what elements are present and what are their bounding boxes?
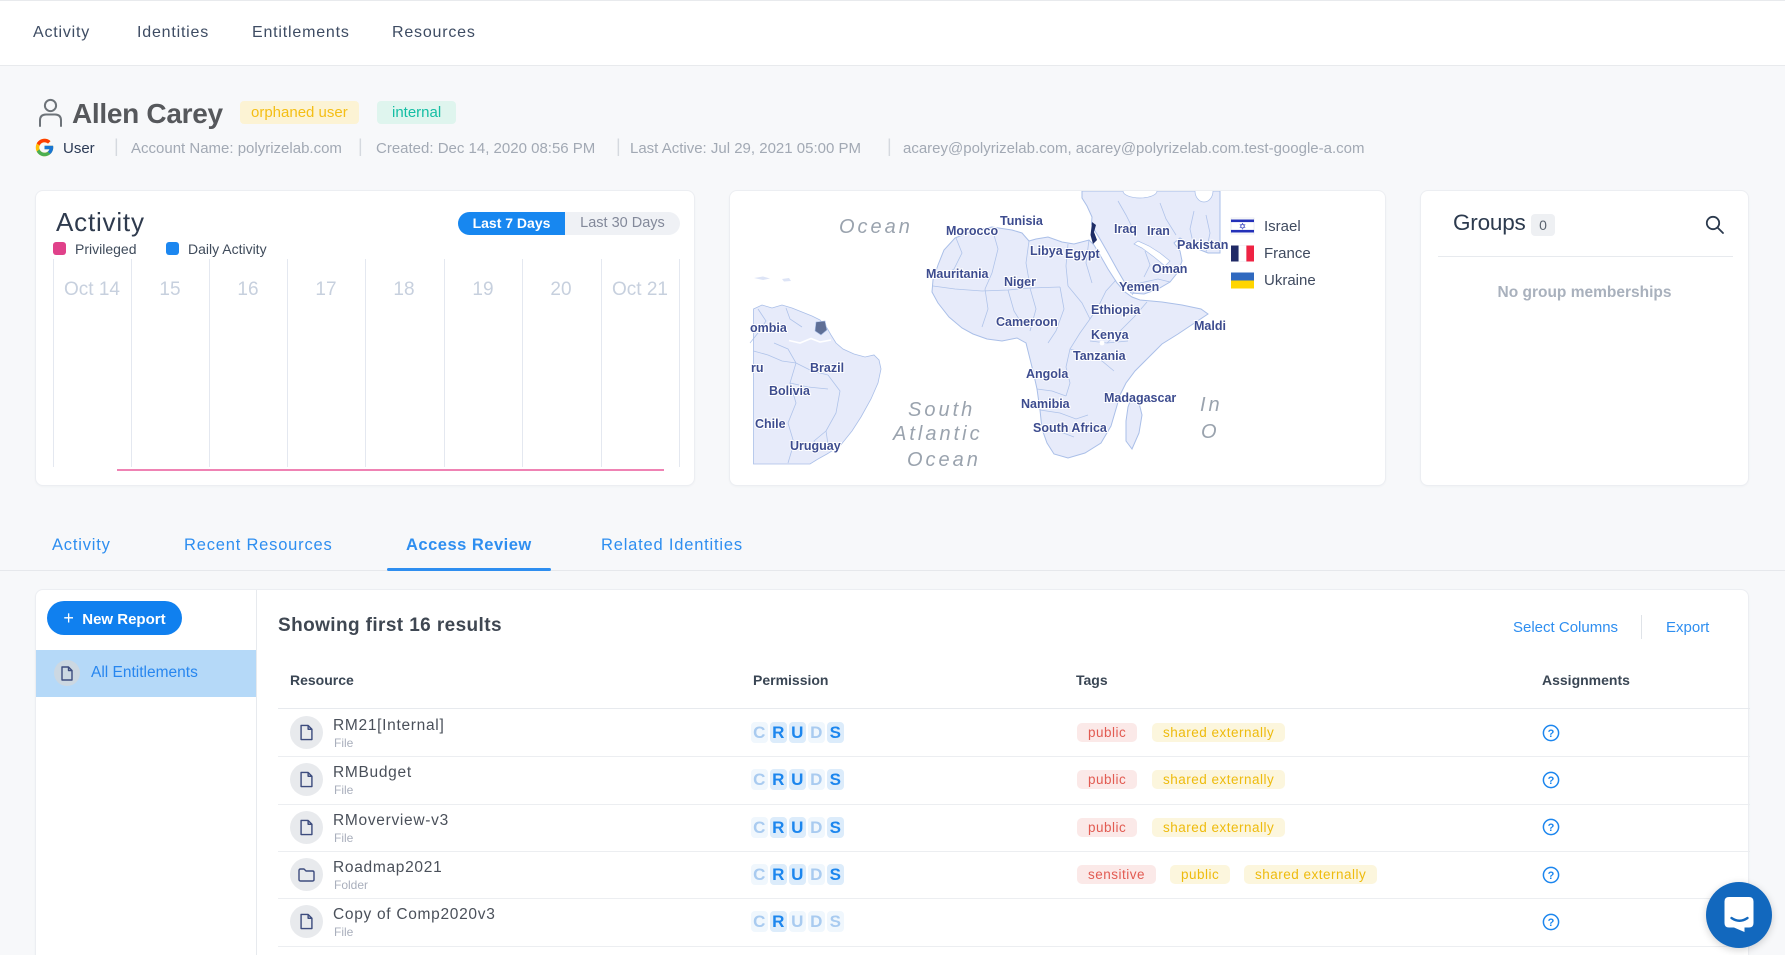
svg-text:Niger: Niger — [1004, 275, 1036, 289]
svg-text:20: 20 — [550, 279, 571, 300]
svg-text:South Africa: South Africa — [1033, 421, 1108, 435]
svg-text:15: 15 — [159, 279, 180, 300]
svg-text:Maldi: Maldi — [1194, 319, 1226, 333]
svg-text:✡: ✡ — [1239, 222, 1247, 232]
svg-text:18: 18 — [393, 279, 414, 300]
svg-text:Egypt: Egypt — [1065, 247, 1101, 261]
svg-text:?: ? — [1548, 917, 1555, 929]
svg-text:?: ? — [1548, 870, 1555, 882]
svg-text:France: France — [1264, 245, 1311, 262]
svg-text:Madagascar: Madagascar — [1104, 391, 1176, 405]
svg-text:Namibia: Namibia — [1021, 397, 1071, 411]
svg-text:17: 17 — [315, 279, 336, 300]
svg-text:16: 16 — [237, 279, 258, 300]
svg-text:ombia: ombia — [750, 321, 788, 335]
svg-text:Ethiopia: Ethiopia — [1091, 303, 1141, 317]
svg-text:?: ? — [1548, 728, 1555, 740]
svg-text:Mauritania: Mauritania — [926, 267, 990, 281]
svg-text:Angola: Angola — [1026, 367, 1069, 381]
svg-text:Ocean: Ocean — [907, 449, 981, 471]
svg-text:Iraq: Iraq — [1114, 222, 1137, 236]
svg-text:Tanzania: Tanzania — [1073, 349, 1127, 363]
svg-text:Pakistan: Pakistan — [1177, 238, 1228, 252]
svg-text:South: South — [908, 399, 975, 421]
svg-text:?: ? — [1548, 775, 1555, 787]
svg-text:O: O — [1201, 421, 1220, 443]
svg-text:19: 19 — [472, 279, 493, 300]
svg-text:Uruguay: Uruguay — [790, 439, 841, 453]
svg-text:ru: ru — [751, 361, 764, 375]
svg-text:?: ? — [1548, 822, 1555, 834]
svg-text:Kenya: Kenya — [1091, 328, 1130, 342]
svg-text:Morocco: Morocco — [946, 224, 998, 238]
svg-text:Cameroon: Cameroon — [996, 315, 1058, 329]
svg-text:Atlantic: Atlantic — [892, 423, 983, 445]
svg-text:Bolivia: Bolivia — [769, 384, 811, 398]
svg-text:Libya: Libya — [1030, 244, 1064, 258]
svg-text:Iran: Iran — [1147, 224, 1170, 238]
svg-text:Oman: Oman — [1152, 262, 1187, 276]
svg-text:Brazil: Brazil — [810, 361, 844, 375]
svg-text:Ocean: Ocean — [839, 216, 913, 238]
svg-text:Ukraine: Ukraine — [1264, 272, 1316, 289]
svg-text:Chile: Chile — [755, 417, 786, 431]
svg-text:Yemen: Yemen — [1119, 280, 1159, 294]
svg-text:Oct 14: Oct 14 — [64, 279, 120, 300]
svg-text:In: In — [1200, 394, 1223, 416]
svg-text:Oct 21: Oct 21 — [612, 279, 668, 300]
svg-text:Israel: Israel — [1264, 218, 1301, 235]
svg-text:Tunisia: Tunisia — [1000, 214, 1044, 228]
